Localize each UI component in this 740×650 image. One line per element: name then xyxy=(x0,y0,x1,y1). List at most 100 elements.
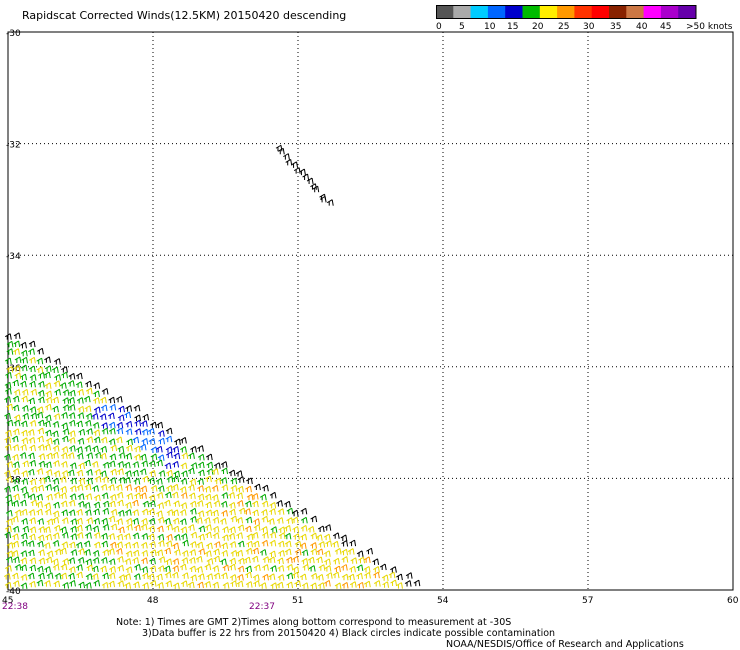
wind-barb xyxy=(117,580,125,587)
wind-barb xyxy=(150,446,158,454)
wind-barb xyxy=(76,524,83,532)
wind-barb xyxy=(229,508,236,516)
wind-barb xyxy=(166,469,173,477)
wind-barb xyxy=(156,525,164,533)
wind-barb xyxy=(4,453,11,461)
wind-barb xyxy=(148,525,156,532)
wind-barb xyxy=(85,573,93,580)
wind-barb xyxy=(230,485,238,492)
wind-barb xyxy=(29,459,37,467)
wind-barb xyxy=(29,557,37,564)
wind-barb xyxy=(149,541,156,548)
wind-barb xyxy=(253,524,261,531)
wind-barb xyxy=(36,468,44,475)
wind-barb xyxy=(93,429,101,436)
wind-barb xyxy=(102,523,110,531)
wind-barb xyxy=(358,556,366,564)
x-tick-label: 57 xyxy=(582,596,593,606)
wind-barb xyxy=(118,405,125,413)
wind-barb xyxy=(181,580,188,587)
wind-barb xyxy=(134,492,141,500)
wind-barb xyxy=(324,565,332,572)
wind-barb xyxy=(108,533,116,540)
wind-barb xyxy=(276,500,283,507)
wind-barb xyxy=(94,468,102,476)
wind-barb xyxy=(230,550,238,557)
wind-barb xyxy=(278,147,285,155)
wind-barb xyxy=(163,565,171,572)
wind-barb xyxy=(20,539,28,547)
wind-barb xyxy=(125,405,133,412)
wind-barb xyxy=(188,484,195,491)
wind-barb xyxy=(164,491,172,499)
wind-barb xyxy=(85,558,93,566)
wind-barb xyxy=(29,356,36,364)
wind-barb xyxy=(140,542,148,549)
wind-barb xyxy=(117,509,125,517)
wind-barb xyxy=(29,374,37,381)
wind-barb xyxy=(158,556,166,563)
wind-barb xyxy=(396,582,403,589)
wind-barb xyxy=(109,453,117,461)
wind-barb xyxy=(148,438,156,445)
wind-barb xyxy=(230,477,238,485)
wind-barb xyxy=(316,548,324,556)
wind-barb xyxy=(117,555,124,563)
wind-barb xyxy=(53,470,61,477)
wind-barb xyxy=(310,582,318,590)
wind-barb xyxy=(301,557,309,565)
wind-barb xyxy=(118,476,126,484)
wind-barb xyxy=(6,542,14,549)
x-tick-label: 51 xyxy=(292,596,303,606)
wind-barb xyxy=(86,477,93,485)
wind-barb xyxy=(165,435,173,443)
x-tick-label: 60 xyxy=(727,596,739,606)
time-label: 22:37 xyxy=(249,602,275,612)
wind-barb xyxy=(172,475,180,483)
wind-barb xyxy=(76,452,84,460)
wind-barb xyxy=(229,541,237,548)
wind-barb xyxy=(196,541,204,549)
wind-barb xyxy=(13,340,21,348)
wind-barb xyxy=(125,484,133,491)
wind-barb xyxy=(155,478,163,485)
wind-barb xyxy=(115,436,123,444)
wind-barb xyxy=(198,573,205,580)
time-label: 22:38 xyxy=(2,602,28,612)
wind-barb xyxy=(69,580,76,587)
wind-barb xyxy=(156,510,163,517)
wind-barb xyxy=(6,499,14,507)
wind-barb xyxy=(141,549,149,557)
wind-barb xyxy=(221,542,229,549)
wind-barb xyxy=(4,412,11,420)
wind-barb xyxy=(85,469,93,476)
wind-barb xyxy=(92,549,100,557)
wind-barb xyxy=(14,509,22,517)
wind-barb xyxy=(236,492,244,499)
wind-barb xyxy=(262,573,269,581)
wind-barb xyxy=(52,405,59,413)
wind-barb xyxy=(45,396,53,404)
wind-barb xyxy=(172,460,180,468)
wind-barb xyxy=(60,452,68,459)
wind-barb xyxy=(70,518,78,525)
wind-barb xyxy=(189,507,197,515)
wind-barb xyxy=(294,548,302,556)
wind-barb xyxy=(6,340,14,348)
wind-barb xyxy=(180,502,188,509)
y-tick-label: -30 xyxy=(6,29,21,39)
wind-barb xyxy=(4,381,12,389)
y-tick-label: -40 xyxy=(6,587,21,597)
wind-barb xyxy=(125,550,133,557)
wind-barb xyxy=(347,548,355,555)
wind-barb xyxy=(51,430,59,437)
wind-barb xyxy=(237,565,245,573)
wind-barb xyxy=(37,534,45,542)
wind-barb xyxy=(20,349,28,357)
wind-barb xyxy=(45,461,52,468)
wind-barb xyxy=(236,500,244,507)
wind-barb xyxy=(109,500,116,508)
wind-barb xyxy=(5,525,12,533)
wind-barb xyxy=(253,564,261,571)
wind-barb xyxy=(245,547,253,555)
